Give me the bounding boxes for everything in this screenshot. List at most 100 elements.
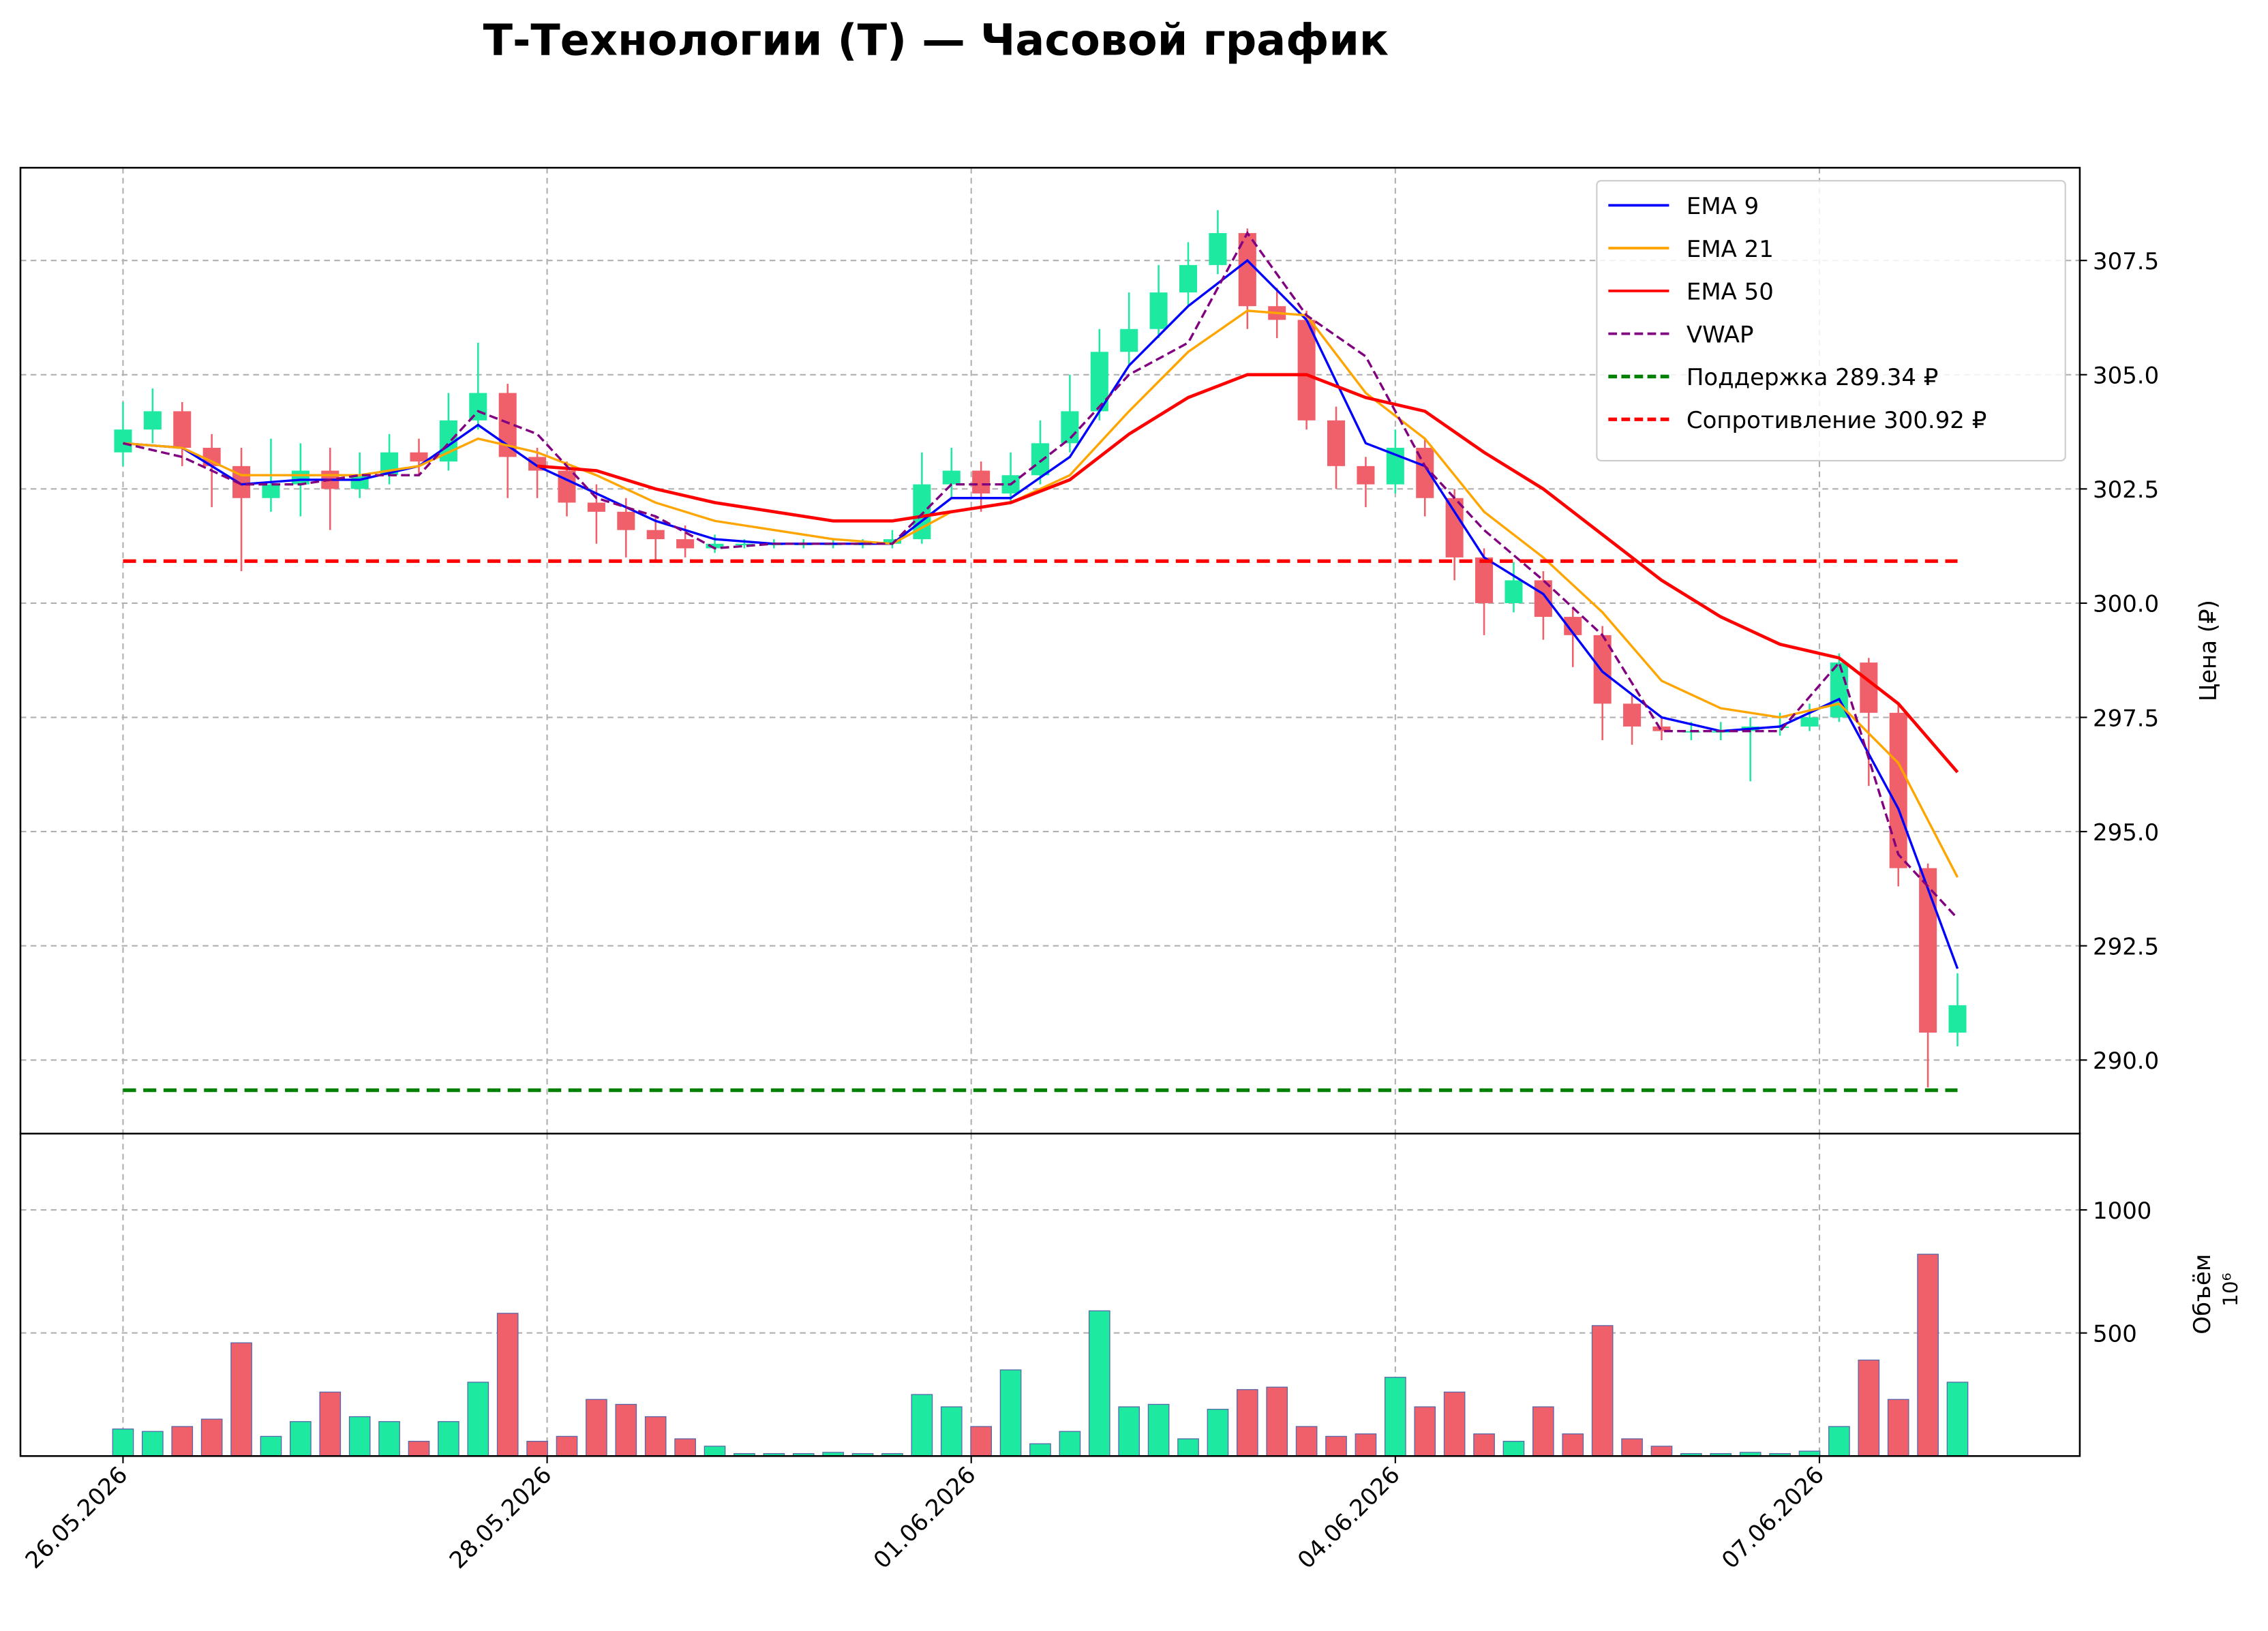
volume-bar [1562, 1433, 1584, 1457]
volume-bar [704, 1446, 726, 1457]
candle-body [735, 543, 753, 545]
legend-label: VWAP [1687, 321, 1754, 348]
candle-body [706, 543, 724, 549]
candle-body [1061, 411, 1079, 444]
y-tick-label: 307.5 [2093, 248, 2159, 275]
legend-label: EMA 21 [1687, 236, 1774, 263]
volume-bar [1147, 1403, 1170, 1457]
volume-bar [1059, 1431, 1081, 1457]
y-tick-label: 302.5 [2093, 476, 2159, 504]
candle-body [410, 452, 428, 462]
candle-body [942, 470, 961, 485]
volume-tick-label: 500 [2093, 1320, 2137, 1347]
volume-bar [1887, 1399, 1909, 1457]
candle-body [114, 429, 132, 453]
candle-body [1445, 498, 1464, 558]
indicator-line [123, 230, 1959, 919]
candle-body [1505, 580, 1523, 603]
volume-bar [674, 1438, 696, 1457]
volume-bar [378, 1421, 400, 1457]
volume-bar [1088, 1310, 1110, 1457]
volume-bar [1385, 1377, 1406, 1457]
legend-label: Сопротивление 300.92 ₽ [1687, 407, 1986, 434]
candle-body [972, 470, 991, 494]
volume-tick-label: 1000 [2093, 1198, 2151, 1225]
volume-bar [1828, 1426, 1850, 1457]
y-tick-label: 295.0 [2093, 819, 2159, 847]
candle-body [1919, 868, 1937, 1033]
volume-bar [1177, 1438, 1199, 1457]
candle-body [1327, 420, 1346, 466]
candle-body [143, 411, 162, 430]
legend-label: EMA 50 [1687, 279, 1774, 306]
volume-bar [1946, 1382, 1969, 1457]
y-tick-label: 290.0 [2093, 1048, 2159, 1075]
volume-bar [1591, 1325, 1614, 1457]
candle-body [617, 511, 635, 530]
volume-bar [940, 1406, 963, 1457]
candle-body [291, 470, 309, 485]
volume-bar [1295, 1426, 1318, 1457]
candle-body [1800, 717, 1819, 727]
candle-body [173, 411, 192, 448]
volume-bar [200, 1418, 223, 1457]
volume-bar [1029, 1443, 1051, 1457]
volume-bar [408, 1440, 430, 1457]
volume-bar [615, 1403, 637, 1457]
legend: EMA 9 EMA 21 EMA 50 VWAP Поддержка 289.34 ₽ С… [1596, 180, 2066, 461]
volume-bar [1473, 1433, 1495, 1457]
volume-bar [1266, 1386, 1288, 1457]
volume-multiplier: 10⁶ [2219, 1272, 2243, 1307]
volume-bar [1207, 1409, 1229, 1457]
volume-bar [586, 1399, 607, 1457]
candle-body [1031, 443, 1050, 476]
y-tick-label: 300.0 [2093, 591, 2159, 618]
candle-body [558, 470, 576, 503]
candle-body [1948, 1005, 1967, 1033]
candle-body [1860, 662, 1878, 713]
volume-frame [19, 1132, 2081, 1457]
volume-axis-label: Объём [2189, 1254, 2216, 1335]
volume-bar [112, 1428, 134, 1457]
chart-title: Т-Технологии (T) — Часовой график [483, 16, 1389, 66]
volume-bar [1858, 1359, 1880, 1457]
y-axis-label: Цена (₽) [2194, 600, 2222, 701]
volume-bar [1118, 1406, 1140, 1457]
volume-bar [1355, 1433, 1377, 1457]
candle-body [587, 502, 605, 512]
volume-bar [438, 1421, 459, 1457]
volume-bar [1443, 1391, 1466, 1457]
volume-bar [911, 1394, 933, 1457]
volume-bar [970, 1426, 993, 1457]
volume-bar [1621, 1438, 1643, 1457]
volume-bar [230, 1342, 252, 1457]
y-tick-label: 297.5 [2093, 705, 2159, 732]
y-tick-label: 292.5 [2093, 933, 2159, 960]
volume-bar [999, 1369, 1022, 1457]
volume-bar [1532, 1406, 1554, 1457]
volume-bar [319, 1391, 342, 1457]
legend-label: Поддержка 289.34 ₽ [1687, 364, 1938, 391]
volume-bar [1502, 1440, 1525, 1457]
volume-bar [1414, 1406, 1436, 1457]
candle-body [1623, 703, 1642, 727]
volume-bar [496, 1313, 519, 1457]
volume-bar [1325, 1435, 1347, 1457]
volume-bar [260, 1435, 282, 1457]
volume-bar [290, 1421, 312, 1457]
candle-body [1889, 712, 1907, 868]
indicator-line [123, 309, 1959, 878]
candle-body [883, 539, 901, 544]
candle-body [1120, 329, 1138, 352]
candle-body [469, 393, 487, 421]
candle-body [1652, 726, 1671, 731]
candle-body [676, 539, 695, 549]
volume-bar [1650, 1446, 1673, 1457]
candle-body [1475, 557, 1494, 603]
candle-body [1209, 232, 1227, 265]
legend-label: EMA 9 [1687, 193, 1759, 220]
y-tick-label: 305.0 [2093, 362, 2159, 389]
volume-bar [1236, 1389, 1258, 1457]
